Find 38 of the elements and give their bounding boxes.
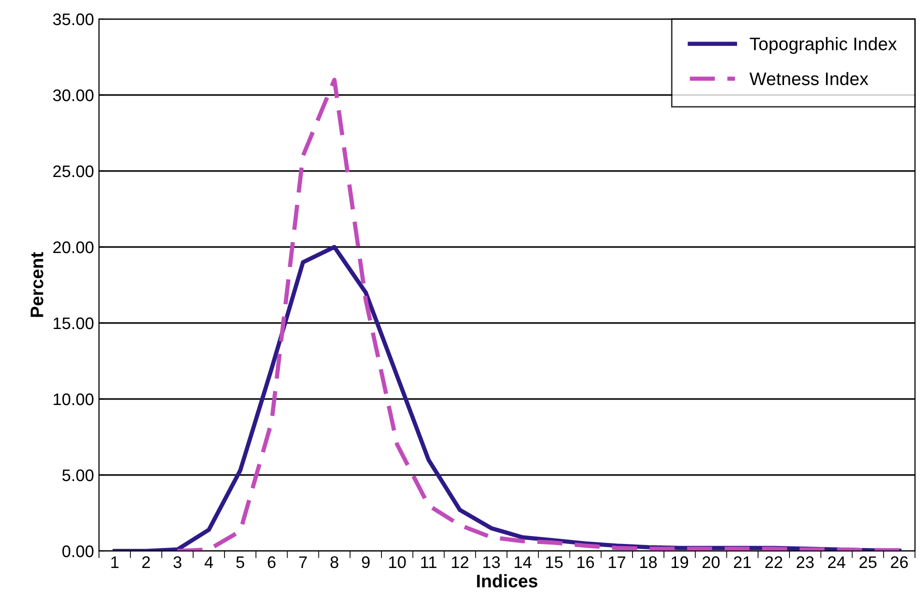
x-tick-label: 14 — [514, 556, 532, 568]
x-tick-label: 24 — [828, 556, 846, 568]
x-tick-label: 11 — [421, 556, 436, 568]
x-tick-label: 12 — [452, 556, 468, 568]
x-tick-label: 9 — [362, 556, 370, 568]
x-tick-label: 7 — [299, 556, 307, 568]
x-tick-label: 19 — [672, 556, 688, 568]
y-tick-label: 15.00 — [54, 317, 94, 330]
x-axis-title: Indices — [477, 574, 538, 588]
x-tick-label: 21 — [734, 556, 751, 568]
x-tick-label: 13 — [483, 556, 500, 568]
legend-label: Wetness Index — [749, 72, 868, 86]
y-tick-label: 30.00 — [53, 89, 94, 102]
x-tick-label: 18 — [640, 556, 657, 568]
legend-label: Topographic Index — [750, 37, 897, 54]
x-tick-label: 4 — [204, 556, 213, 568]
x-tick-label: 10 — [389, 556, 406, 568]
x-tick-label: 2 — [142, 556, 150, 568]
y-tick-label: 10.00 — [54, 393, 94, 406]
y-tick-label: 5.00 — [62, 469, 94, 482]
x-tick-label: 25 — [859, 556, 876, 568]
x-tick-label: 15 — [546, 556, 563, 568]
x-tick-label: 20 — [702, 556, 720, 568]
x-tick-label: 1 — [111, 556, 119, 568]
x-tick-label: 5 — [236, 556, 244, 568]
x-tick-label: 26 — [890, 556, 908, 568]
x-tick-label: 22 — [765, 556, 782, 568]
y-tick-label: 35.00 — [53, 13, 94, 26]
y-tick-label: 0.00 — [62, 545, 94, 558]
x-tick-label: 17 — [608, 556, 626, 568]
y-axis-title: Percent — [30, 252, 44, 317]
x-tick-label: 8 — [330, 556, 338, 568]
y-tick-label: 25.00 — [53, 165, 94, 178]
x-tick-label: 16 — [577, 556, 594, 568]
x-tick-label: 3 — [173, 556, 182, 568]
x-tick-label: 6 — [268, 556, 276, 568]
y-tick-label: 20.00 — [53, 241, 94, 254]
x-tick-label: 23 — [796, 556, 814, 568]
